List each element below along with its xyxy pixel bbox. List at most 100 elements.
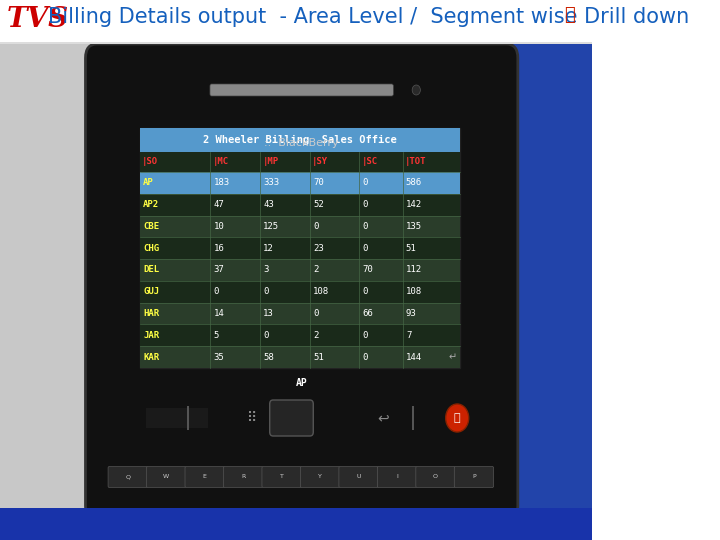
Text: AP: AP <box>143 178 154 187</box>
Text: 5: 5 <box>214 331 219 340</box>
Bar <box>0 42 592 44</box>
Text: 183: 183 <box>214 178 230 187</box>
Text: 144: 144 <box>406 353 422 362</box>
Text: 0: 0 <box>214 287 219 296</box>
FancyBboxPatch shape <box>210 84 393 96</box>
Text: 2 Wheeler Billing  Sales Office: 2 Wheeler Billing Sales Office <box>203 135 397 145</box>
Bar <box>140 172 460 194</box>
Text: KAR: KAR <box>143 353 159 362</box>
Text: 142: 142 <box>406 200 422 209</box>
Text: 52: 52 <box>313 200 324 209</box>
Circle shape <box>446 404 469 432</box>
Text: 135: 135 <box>406 222 422 231</box>
Text: I: I <box>396 475 398 480</box>
Bar <box>140 281 460 302</box>
Bar <box>187 406 189 430</box>
Text: 0: 0 <box>363 200 368 209</box>
Text: 7: 7 <box>406 331 411 340</box>
Text: 2: 2 <box>313 266 318 274</box>
Text: 0: 0 <box>264 287 269 296</box>
Text: 35: 35 <box>214 353 225 362</box>
FancyBboxPatch shape <box>454 467 494 488</box>
Text: 0: 0 <box>363 178 368 187</box>
Text: AP: AP <box>296 378 307 388</box>
FancyBboxPatch shape <box>416 467 455 488</box>
Bar <box>140 259 460 281</box>
Text: 0: 0 <box>363 353 368 362</box>
Text: 🦅: 🦅 <box>564 6 575 24</box>
Bar <box>140 215 460 238</box>
Text: CHG: CHG <box>143 244 159 253</box>
Text: |MP: |MP <box>262 158 279 166</box>
Text: 93: 93 <box>406 309 417 318</box>
Bar <box>140 238 460 259</box>
Text: AP2: AP2 <box>143 200 159 209</box>
Text: 0: 0 <box>363 331 368 340</box>
Text: 0: 0 <box>363 287 368 296</box>
FancyBboxPatch shape <box>377 467 417 488</box>
Text: O: O <box>433 475 438 480</box>
Bar <box>120 44 592 508</box>
Text: 0: 0 <box>313 309 318 318</box>
Text: U: U <box>356 475 361 480</box>
Text: HAR: HAR <box>143 309 159 318</box>
Text: |MC: |MC <box>212 158 229 166</box>
Text: 112: 112 <box>406 266 422 274</box>
Text: 108: 108 <box>313 287 329 296</box>
Text: ⏻: ⏻ <box>454 413 461 423</box>
Text: |SY: |SY <box>312 158 328 166</box>
Text: 13: 13 <box>264 309 274 318</box>
Text: 108: 108 <box>406 287 422 296</box>
Text: 58: 58 <box>264 353 274 362</box>
FancyBboxPatch shape <box>223 467 263 488</box>
Text: |SC: |SC <box>361 158 378 166</box>
Bar <box>140 302 460 325</box>
FancyBboxPatch shape <box>108 467 148 488</box>
Text: T: T <box>279 475 284 480</box>
Text: 47: 47 <box>214 200 225 209</box>
Bar <box>140 325 460 346</box>
Text: W: W <box>163 475 169 480</box>
Text: DEL: DEL <box>143 266 159 274</box>
FancyBboxPatch shape <box>300 467 340 488</box>
Text: P: P <box>472 475 476 480</box>
Text: ⠿: ⠿ <box>248 411 258 425</box>
Text: 23: 23 <box>313 244 324 253</box>
Text: CBE: CBE <box>143 222 159 231</box>
Text: 3: 3 <box>264 266 269 274</box>
Text: Y: Y <box>318 475 322 480</box>
Text: E: E <box>203 475 207 480</box>
FancyBboxPatch shape <box>86 44 518 520</box>
Text: 51: 51 <box>313 353 324 362</box>
Text: TVS: TVS <box>6 6 68 33</box>
Text: R: R <box>241 475 246 480</box>
Bar <box>140 128 460 368</box>
Text: 333: 333 <box>264 178 279 187</box>
Text: 43: 43 <box>264 200 274 209</box>
Text: 0: 0 <box>363 222 368 231</box>
Text: 66: 66 <box>363 309 374 318</box>
Bar <box>0 0 592 42</box>
Bar <box>140 194 460 215</box>
Text: |SO: |SO <box>142 158 158 166</box>
Text: 0: 0 <box>313 222 318 231</box>
Text: 10: 10 <box>214 222 225 231</box>
Text: ↵: ↵ <box>449 352 457 362</box>
FancyBboxPatch shape <box>270 400 313 436</box>
Text: 586: 586 <box>406 178 422 187</box>
Text: 70: 70 <box>363 266 374 274</box>
Text: 37: 37 <box>214 266 225 274</box>
Text: ↩: ↩ <box>378 411 390 425</box>
Text: 70: 70 <box>313 178 324 187</box>
Bar <box>140 128 460 152</box>
Text: GUJ: GUJ <box>143 287 159 296</box>
Bar <box>0 44 120 508</box>
Text: 125: 125 <box>264 222 279 231</box>
FancyBboxPatch shape <box>147 467 186 488</box>
Bar <box>146 408 207 428</box>
Text: JAR: JAR <box>143 331 159 340</box>
Bar <box>412 406 414 430</box>
Text: 51: 51 <box>406 244 417 253</box>
FancyBboxPatch shape <box>339 467 378 488</box>
Circle shape <box>412 85 420 95</box>
